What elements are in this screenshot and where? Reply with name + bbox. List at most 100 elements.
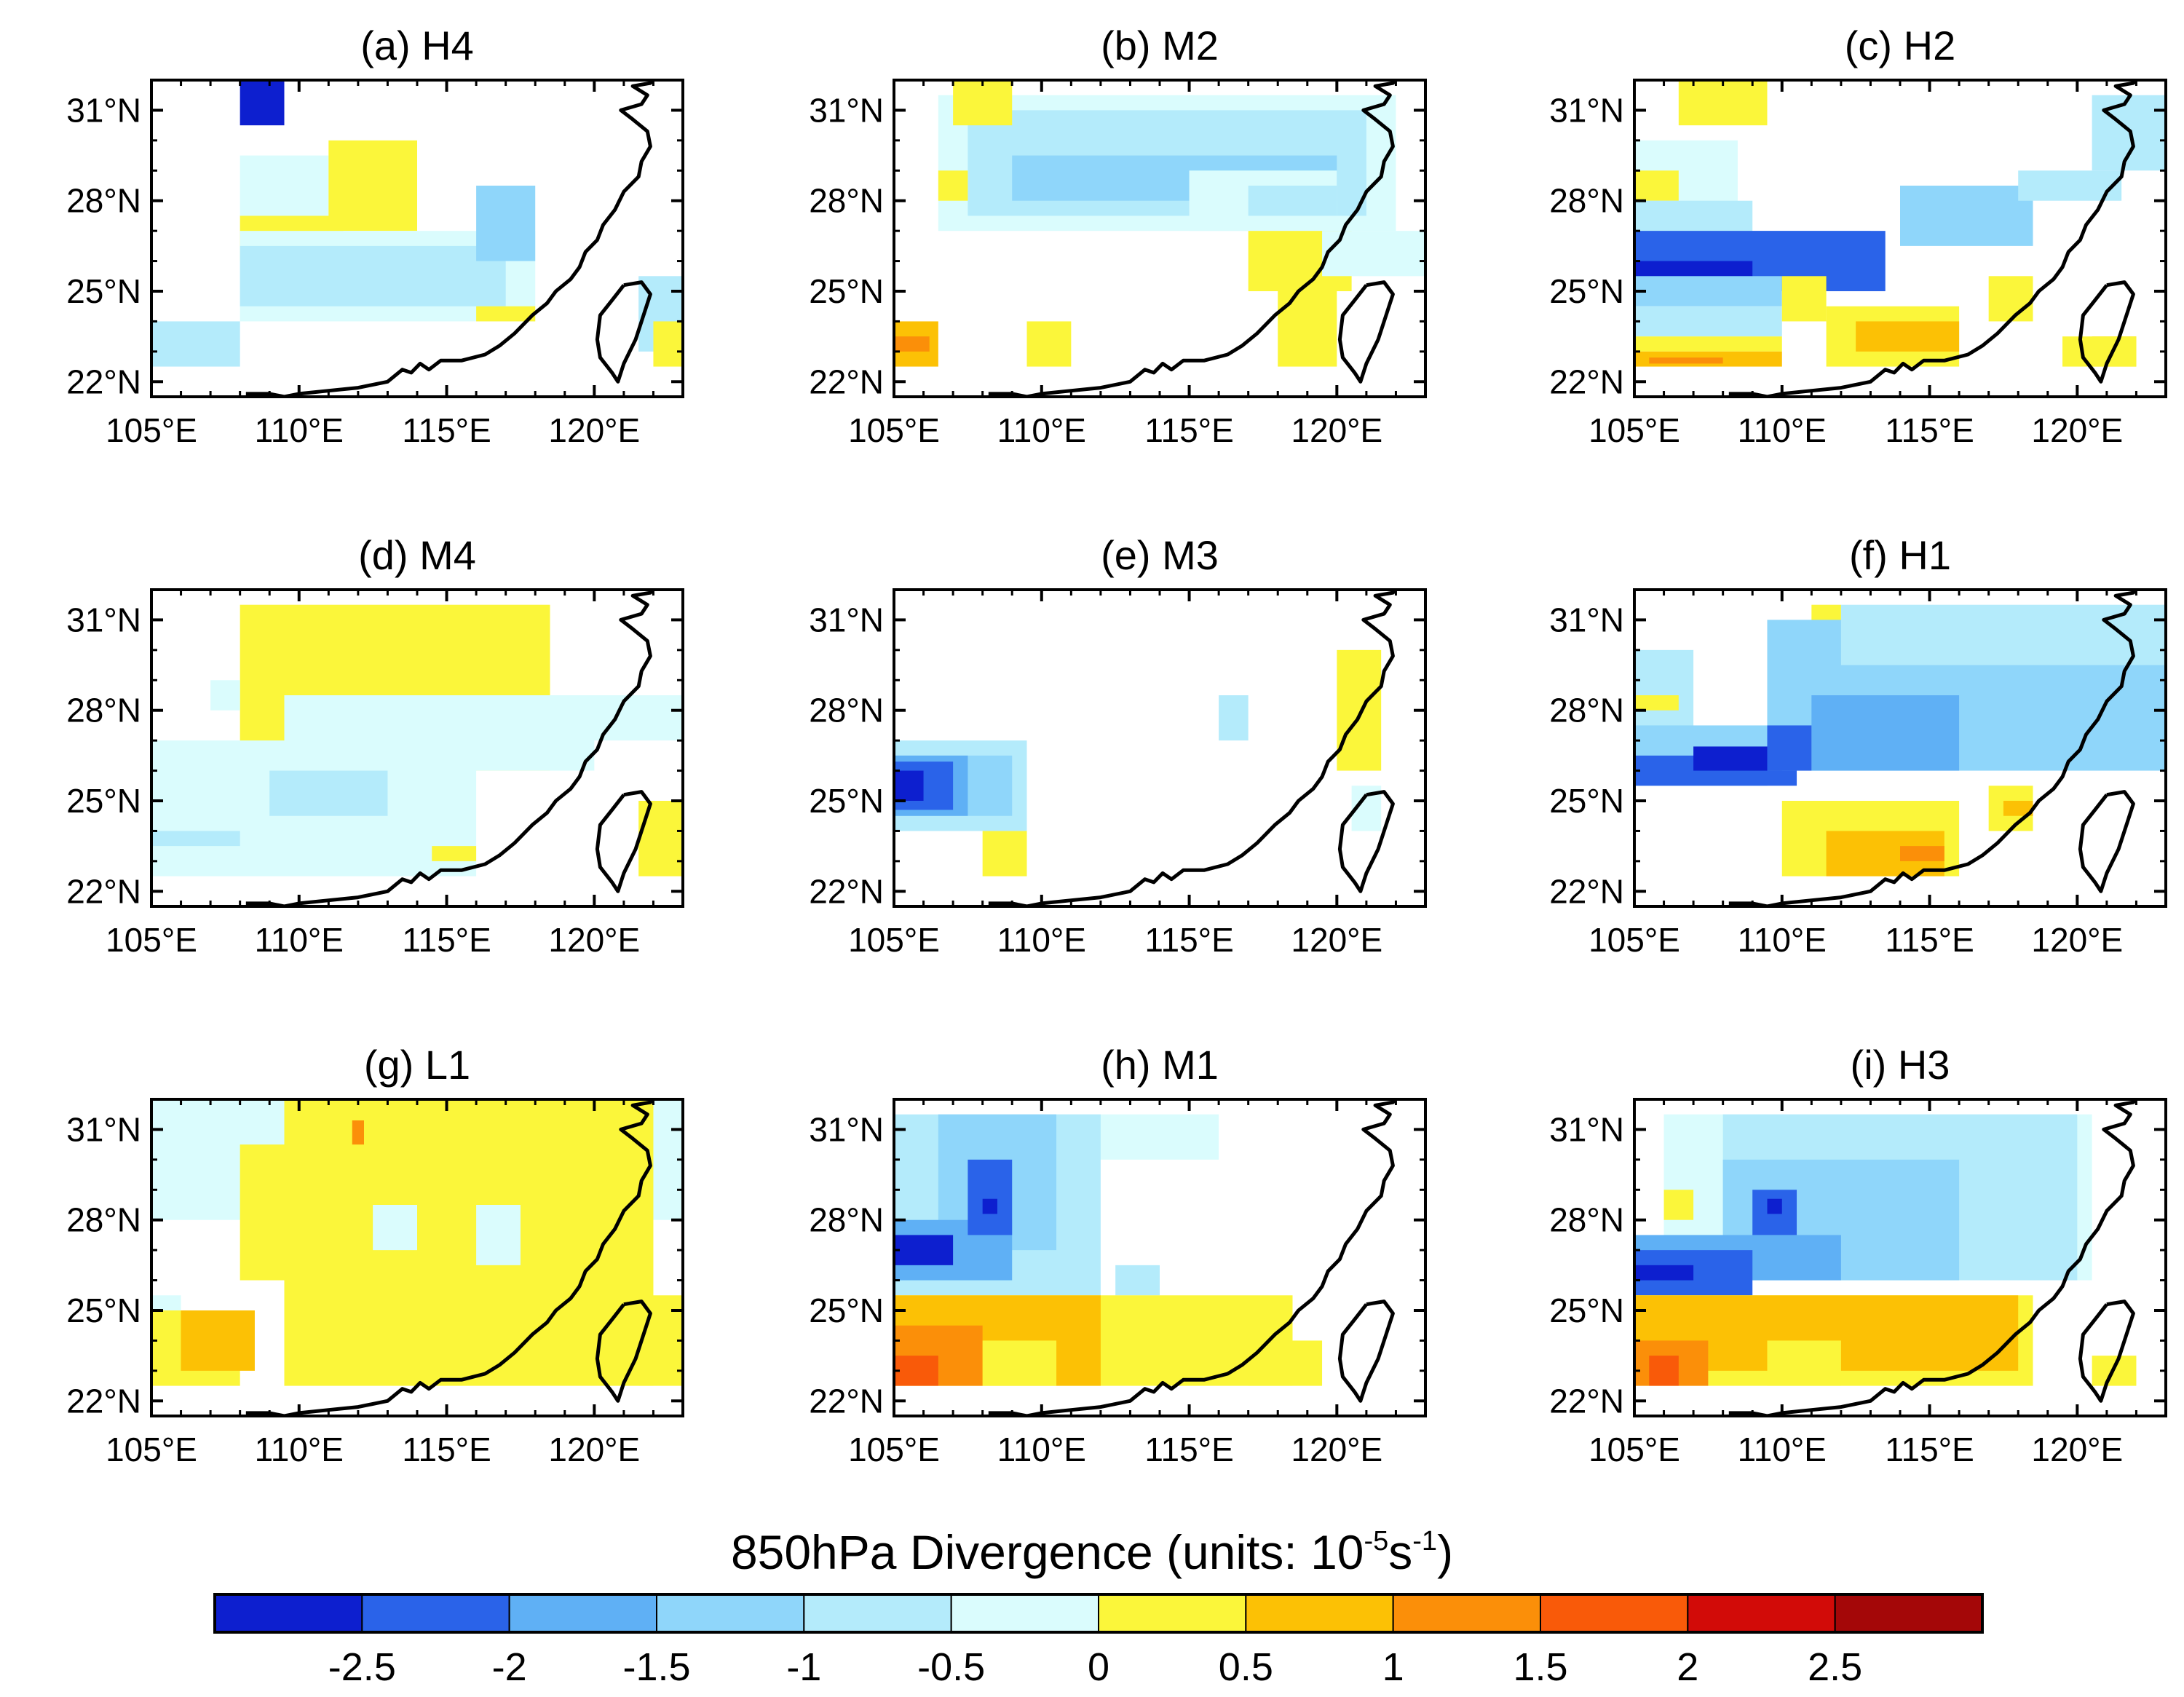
shaded-region [181, 1310, 255, 1371]
y-tick-label: 22°N [1549, 872, 1624, 910]
shaded-region [328, 140, 417, 232]
shaded-region [1337, 649, 1382, 771]
x-tick-label: 120°E [548, 921, 640, 959]
y-tick-label: 25°N [1549, 272, 1624, 310]
x-tick-label: 105°E [848, 1431, 940, 1468]
shaded-region [1767, 1340, 1841, 1386]
shaded-region [432, 846, 477, 861]
shaded-region [1115, 1265, 1160, 1296]
panel-c: 105°E 110°E 115°E 120°E 22°N 25°N 28°N 31°N (c) … [1549, 23, 2167, 449]
y-tick-label: 22°N [809, 1382, 884, 1420]
x-tick-label: 105°E [848, 411, 940, 449]
shaded-region [284, 1099, 654, 1386]
colorbar-swatch [803, 1594, 952, 1633]
shaded-region [352, 1120, 364, 1145]
x-tick-label: 105°E [1588, 1431, 1680, 1468]
y-tick-label: 28°N [809, 1201, 884, 1239]
y-tick-label: 28°N [66, 182, 141, 220]
divergence-field [894, 649, 1382, 877]
shaded-region [982, 1198, 997, 1214]
colorbar-swatch [950, 1594, 1099, 1633]
y-tick-label: 31°N [1549, 1110, 1624, 1148]
colorbar-swatch [1245, 1594, 1394, 1633]
shaded-region [151, 831, 240, 847]
x-tick-label: 105°E [106, 1431, 197, 1468]
x-tick-label: 110°E [1738, 921, 1827, 959]
y-tick-label: 28°N [1549, 1201, 1624, 1239]
x-tick-label: 120°E [2031, 1431, 2123, 1468]
colorbar: 850hPa Divergence (units: 10-5s-1) -2.5 -… [213, 1525, 1984, 1689]
coastline [245, 590, 655, 906]
x-tick-label: 105°E [1588, 411, 1680, 449]
x-tick-label: 115°E [402, 921, 491, 959]
shaded-region [2062, 336, 2137, 367]
panel-h: 105°E 110°E 115°E 120°E 22°N 25°N 28°N 31°N (h) … [809, 1042, 1427, 1468]
colorbar-swatch [1392, 1594, 1541, 1633]
y-tick-label: 22°N [809, 363, 884, 400]
y-tick-label: 31°N [1549, 91, 1624, 129]
y-tick-label: 31°N [66, 1110, 141, 1148]
y-tick-label: 25°N [809, 272, 884, 310]
shaded-region [1840, 604, 2166, 665]
x-tick-label: 110°E [255, 411, 344, 449]
coastline [988, 1099, 1398, 1416]
shaded-region [968, 1159, 1013, 1235]
divergence-field [151, 604, 683, 877]
x-tick-label: 105°E [1588, 921, 1680, 959]
shaded-region [1649, 1356, 1679, 1386]
shaded-region [1026, 321, 1072, 367]
x-tick-label: 110°E [997, 1431, 1086, 1468]
panel-g: 105°E 110°E 115°E 120°E 22°N 25°N 28°N 31°N (g) … [66, 1042, 684, 1468]
divergence-field [894, 1114, 1323, 1386]
panel-title: (a) H4 [360, 23, 474, 68]
coastline [988, 80, 1398, 397]
shaded-region [1678, 80, 1768, 126]
shaded-region [1634, 336, 1782, 352]
shaded-region [653, 321, 683, 367]
shaded-region [938, 170, 968, 201]
x-tick-label: 105°E [106, 921, 197, 959]
shaded-region [210, 680, 240, 711]
shaded-region [1900, 186, 2033, 246]
taiwan-outline [1337, 1300, 1395, 1403]
y-tick-label: 25°N [1549, 782, 1624, 820]
shaded-region [1248, 186, 1337, 216]
y-tick-label: 22°N [66, 872, 141, 910]
shaded-region [1767, 1198, 1782, 1214]
x-tick-label: 120°E [548, 1431, 640, 1468]
taiwan-outline [595, 790, 652, 893]
taiwan-outline [595, 1300, 652, 1403]
colorbar-label: -0.5 [917, 1645, 985, 1689]
colorbar-swatch [1540, 1594, 1689, 1633]
shaded-region [894, 336, 930, 352]
y-tick-label: 31°N [809, 601, 884, 638]
panel-title: (b) M2 [1101, 23, 1219, 68]
y-tick-label: 31°N [809, 91, 884, 129]
y-tick-label: 28°N [1549, 692, 1624, 729]
shaded-region [151, 321, 240, 367]
coastline [1728, 80, 2138, 397]
colorbar-swatch [508, 1594, 658, 1633]
y-tick-label: 28°N [809, 692, 884, 729]
panel-title: (h) M1 [1101, 1042, 1219, 1088]
divergence-field [1634, 604, 2166, 877]
colorbar-swatch [361, 1594, 510, 1633]
divergence-field [151, 80, 683, 367]
y-tick-label: 22°N [1549, 363, 1624, 400]
y-tick-label: 25°N [1549, 1291, 1624, 1329]
y-tick-label: 25°N [809, 782, 884, 820]
colorbar-swatch [1098, 1594, 1247, 1633]
y-tick-label: 25°N [66, 1291, 141, 1329]
shaded-region [1219, 695, 1249, 741]
colorbar-label: 2.5 [1808, 1645, 1862, 1689]
shaded-region [953, 80, 1013, 126]
y-tick-label: 25°N [66, 272, 141, 310]
colorbar-label: -2 [492, 1645, 527, 1689]
coastline [1728, 1099, 2138, 1416]
divergence-field [151, 1099, 683, 1386]
y-tick-label: 22°N [809, 872, 884, 910]
shaded-region [1663, 1190, 1694, 1220]
taiwan-outline [1337, 790, 1395, 893]
divergence-field [1634, 1114, 2137, 1386]
